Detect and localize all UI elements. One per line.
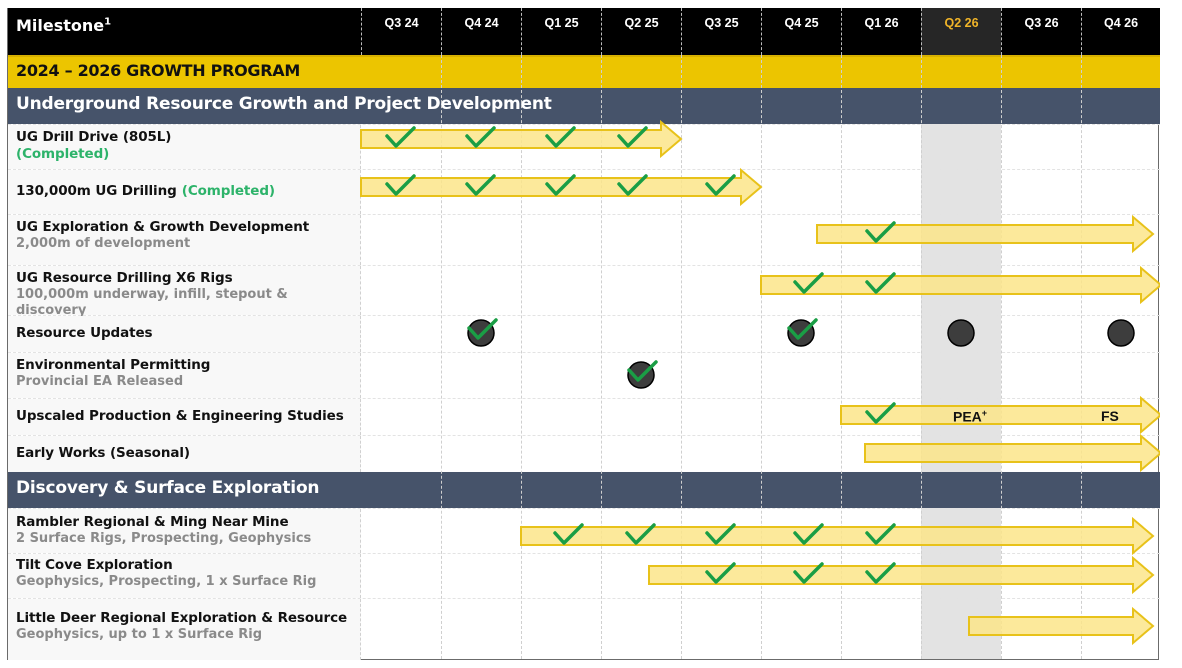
task-status-completed: (Completed) — [16, 146, 110, 162]
section-header-discovery: Discovery & Surface Exploration — [8, 472, 1160, 508]
task-title: Tilt Cove Exploration — [16, 557, 173, 573]
task-title: Resource Updates — [16, 325, 153, 341]
task-subtitle: Provincial EA Released — [16, 374, 184, 389]
quarter-header-q1-26: Q1 26 — [841, 8, 921, 55]
quarter-divider — [761, 55, 762, 659]
task-row-early-works: Early Works (Seasonal) — [8, 435, 1160, 472]
quarter-divider — [1081, 55, 1082, 659]
quarter-divider — [681, 55, 682, 659]
task-subtitle: Geophysics, Prospecting, 1 x Surface Rig — [16, 574, 317, 589]
quarter-divider — [921, 55, 922, 659]
program-banner: 2024 – 2026 GROWTH PROGRAM — [8, 55, 1160, 88]
quarter-header-q2-25: Q2 25 — [601, 8, 681, 55]
task-title: Early Works (Seasonal) — [16, 445, 190, 461]
quarter-header-q4-24: Q4 24 — [441, 8, 521, 55]
quarter-header-q4-25: Q4 25 — [761, 8, 841, 55]
task-title: Upscaled Production & Engineering Studie… — [16, 408, 344, 424]
quarter-divider — [521, 55, 522, 659]
task-row-ug-drill-drive: UG Drill Drive (805L) (Completed) — [8, 124, 1160, 169]
section-header-underground: Underground Resource Growth and Project … — [8, 88, 1160, 124]
task-row-environmental-permitting: Environmental Permitting Provincial EA R… — [8, 352, 1160, 398]
task-row-ug-resource-drilling: UG Resource Drilling X6 Rigs 100,000m un… — [8, 265, 1160, 318]
quarter-header-q2-26-current: Q2 26 — [921, 8, 1001, 55]
quarter-header-q3-26: Q3 26 — [1001, 8, 1081, 55]
quarter-header-q1-25: Q1 25 — [521, 8, 601, 55]
quarter-header-q4-26: Q4 26 — [1081, 8, 1160, 55]
task-title: Little Deer Regional Exploration & Resou… — [16, 610, 348, 626]
task-title: Environmental Permitting — [16, 357, 211, 373]
task-subtitle: 2,000m of development — [16, 236, 191, 251]
task-row-rambler-regional: Rambler Regional & Ming Near Mine 2 Surf… — [8, 508, 1160, 553]
quarter-divider — [841, 55, 842, 659]
task-subtitle: 2 Surface Rigs, Prospecting, Geophysics — [16, 531, 312, 546]
task-row-ug-drilling: 130,000m UG Drilling (Completed) — [8, 169, 1160, 214]
task-row-ug-exploration: UG Exploration & Growth Development 2,00… — [8, 214, 1160, 265]
task-title: UG Resource Drilling X6 Rigs — [16, 270, 233, 286]
quarter-divider — [601, 55, 602, 659]
fs-label: FS — [1101, 408, 1119, 424]
task-row-little-deer: Little Deer Regional Exploration & Resou… — [8, 598, 1160, 660]
task-row-tilt-cove: Tilt Cove Exploration Geophysics, Prospe… — [8, 553, 1160, 598]
task-row-resource-updates: Resource Updates — [8, 315, 1160, 352]
task-title: Rambler Regional & Ming Near Mine — [16, 514, 289, 530]
task-title: UG Exploration & Growth Development — [16, 219, 310, 235]
milestone-column-header: Milestone1 — [16, 16, 112, 35]
quarter-header-q3-25: Q3 25 — [681, 8, 761, 55]
pea-label: PEA+ — [953, 408, 988, 425]
task-status-completed: (Completed) — [181, 183, 275, 199]
quarter-divider — [1001, 55, 1002, 659]
quarter-divider — [441, 55, 442, 659]
task-title: 130,000m UG Drilling — [16, 183, 177, 199]
header-row: Milestone1 Q3 24 Q4 24 Q1 25 Q2 25 Q3 25… — [8, 8, 1160, 55]
growth-program-gantt: Milestone1 Q3 24 Q4 24 Q1 25 Q2 25 Q3 25… — [7, 8, 1160, 660]
task-subtitle: 100,000m underway, infill, stepout & dis… — [16, 287, 288, 318]
task-row-engineering-studies: Upscaled Production & Engineering Studie… — [8, 398, 1160, 435]
task-subtitle: Geophysics, up to 1 x Surface Rig — [16, 627, 263, 642]
task-title: UG Drill Drive (805L) — [16, 129, 172, 145]
quarter-header-q3-24: Q3 24 — [361, 8, 441, 55]
